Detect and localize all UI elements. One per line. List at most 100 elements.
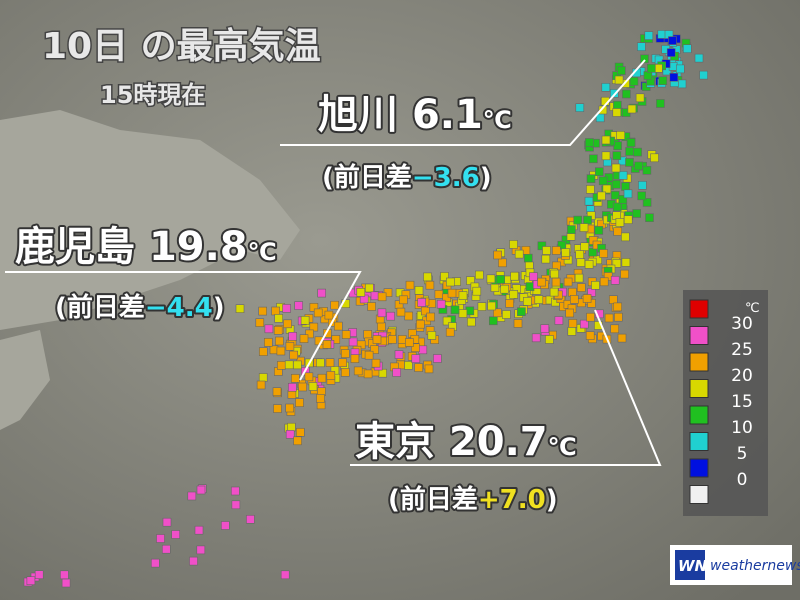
diff-suffix: ) xyxy=(213,293,225,323)
station xyxy=(584,260,594,269)
station xyxy=(196,485,206,495)
station xyxy=(371,358,381,368)
station xyxy=(271,306,280,316)
station xyxy=(404,311,414,321)
legend-swatch xyxy=(689,432,709,451)
callout-title: 鹿児島 19.8℃ xyxy=(15,224,277,270)
station xyxy=(677,79,687,89)
station xyxy=(694,53,704,63)
station xyxy=(586,185,595,194)
station xyxy=(565,308,575,318)
station xyxy=(567,327,577,336)
station xyxy=(597,191,606,201)
station xyxy=(286,422,296,432)
station xyxy=(585,138,594,147)
station xyxy=(500,284,509,294)
legend-label: 5 xyxy=(737,444,748,464)
station xyxy=(317,288,327,298)
station xyxy=(637,42,646,52)
legend-swatch xyxy=(689,326,709,345)
station xyxy=(682,44,692,54)
station xyxy=(458,291,468,300)
station xyxy=(458,309,468,318)
station xyxy=(610,275,620,285)
legend-label: 15 xyxy=(731,392,753,412)
station xyxy=(304,372,314,382)
station xyxy=(433,354,442,363)
station xyxy=(377,292,387,302)
station xyxy=(617,333,627,343)
station xyxy=(341,330,351,339)
station xyxy=(396,307,406,317)
station xyxy=(625,147,634,156)
station xyxy=(666,48,676,57)
station xyxy=(364,350,374,360)
station xyxy=(370,345,379,355)
station xyxy=(399,295,408,305)
station xyxy=(633,147,642,157)
station xyxy=(309,302,319,312)
station xyxy=(255,318,265,328)
station xyxy=(579,223,589,232)
station xyxy=(378,368,387,378)
continent xyxy=(0,110,300,330)
unit: ℃ xyxy=(483,106,512,134)
diff-line: (前日差−3.6) xyxy=(322,162,492,193)
station xyxy=(567,225,576,234)
station xyxy=(275,336,284,346)
station xyxy=(580,242,590,251)
station xyxy=(299,334,309,344)
unit: ℃ xyxy=(248,238,277,266)
temperature: 19.8 xyxy=(149,224,248,270)
station xyxy=(60,570,69,580)
station xyxy=(629,77,639,86)
station xyxy=(294,301,304,310)
station xyxy=(643,71,653,80)
station xyxy=(330,300,340,310)
station xyxy=(171,530,180,539)
station xyxy=(466,276,475,285)
station xyxy=(563,277,573,287)
station xyxy=(363,330,373,339)
station xyxy=(616,131,626,140)
station xyxy=(364,283,374,293)
diff-prefix: (前日差 xyxy=(322,162,412,193)
station xyxy=(611,163,621,173)
legend-swatch xyxy=(689,352,709,372)
station xyxy=(377,308,387,318)
station xyxy=(189,556,198,566)
station xyxy=(287,390,297,399)
station xyxy=(554,316,564,325)
diff-value: −3.6 xyxy=(412,163,480,193)
station xyxy=(305,329,314,339)
station xyxy=(625,158,634,167)
station xyxy=(505,299,514,308)
legend-swatch xyxy=(689,485,709,504)
station xyxy=(440,272,449,281)
diff-value: −4.4 xyxy=(145,293,213,323)
station xyxy=(620,269,629,279)
station xyxy=(258,306,268,316)
station xyxy=(514,249,524,259)
station xyxy=(498,258,507,268)
station xyxy=(587,298,596,308)
station xyxy=(313,308,323,318)
station xyxy=(525,282,535,291)
station xyxy=(517,307,526,317)
station xyxy=(300,315,310,325)
station xyxy=(289,350,299,360)
station xyxy=(522,297,532,306)
station xyxy=(604,313,614,323)
station xyxy=(626,138,636,147)
station xyxy=(356,287,366,297)
station xyxy=(442,293,451,303)
station xyxy=(487,301,496,311)
station xyxy=(585,331,595,340)
station xyxy=(591,280,600,290)
station xyxy=(493,308,502,318)
station xyxy=(282,304,291,313)
station xyxy=(594,226,604,235)
station xyxy=(601,135,611,145)
station xyxy=(584,196,594,206)
